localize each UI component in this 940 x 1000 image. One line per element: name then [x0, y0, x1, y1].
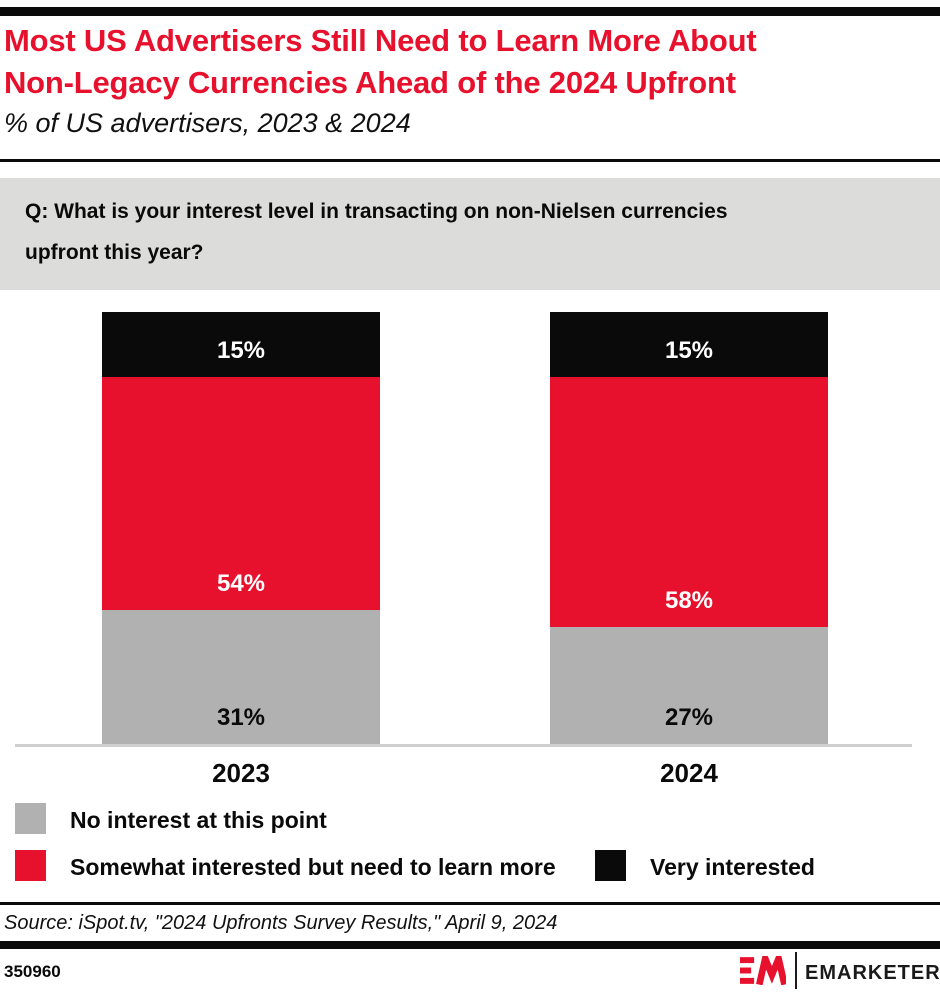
bar-segment-value: 15%: [664, 336, 714, 364]
header-divider: [0, 159, 940, 162]
legend-label-very-interested: Very interested: [650, 854, 815, 880]
bar-segment: 15%: [550, 312, 828, 377]
legend-swatch-somewhat-interested: [15, 850, 46, 881]
legend-swatch-very-interested: [595, 850, 626, 881]
question-text: Q: What is your interest level in transa…: [25, 200, 728, 264]
bar-2023: 15% 54% 31%: [102, 312, 380, 744]
page-subtitle: % of US advertisers, 2023 & 2024: [4, 108, 411, 138]
logo-divider: [795, 952, 797, 989]
stacked-bar-chart: 15% 54% 31% 15% 58% 27% 2023 2024: [0, 312, 940, 798]
bar-segment: 15%: [102, 312, 380, 377]
x-axis-label-2023: 2023: [212, 758, 270, 788]
page-title: Most US Advertisers Still Need to Learn …: [4, 23, 757, 100]
source-text: Source: iSpot.tv, "2024 Upfronts Survey …: [4, 912, 558, 934]
chart-id: 350960: [4, 962, 61, 981]
emarketer-logo-icon: [740, 956, 786, 985]
source-divider: [0, 902, 940, 905]
legend-label-somewhat-interested: Somewhat interested but need to learn mo…: [70, 854, 556, 880]
x-axis-label-2024: 2024: [660, 758, 718, 788]
bar-segment-value: 54%: [216, 570, 266, 598]
bar-segment: 27%: [550, 627, 828, 744]
bar-2024: 15% 58% 27%: [550, 312, 828, 744]
bar-segment-value: 15%: [216, 336, 266, 364]
bar-segment-value: 58%: [664, 587, 714, 615]
legend-swatch-no-interest: [15, 803, 46, 834]
x-axis-line: [15, 744, 912, 747]
bar-segment: 54%: [102, 376, 380, 611]
brand-name: EMARKETER: [805, 962, 940, 984]
question-box: Q: What is your interest level in transa…: [0, 178, 940, 290]
legend-label-no-interest: No interest at this point: [70, 807, 327, 833]
bar-segment-value: 27%: [664, 703, 714, 731]
footer-divider-bar: [0, 941, 940, 949]
bar-segment: 58%: [550, 376, 828, 628]
bar-segment: 31%: [102, 610, 380, 744]
top-divider-bar: [0, 7, 940, 16]
bar-segment-value: 31%: [216, 703, 266, 731]
